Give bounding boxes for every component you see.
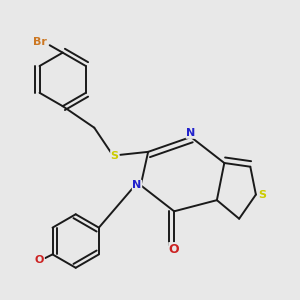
Text: S: S <box>259 190 267 200</box>
Text: N: N <box>186 128 196 138</box>
Text: N: N <box>132 180 142 190</box>
Text: S: S <box>111 151 119 160</box>
Text: O: O <box>35 255 44 265</box>
Text: O: O <box>169 243 179 256</box>
Text: Br: Br <box>33 37 46 47</box>
